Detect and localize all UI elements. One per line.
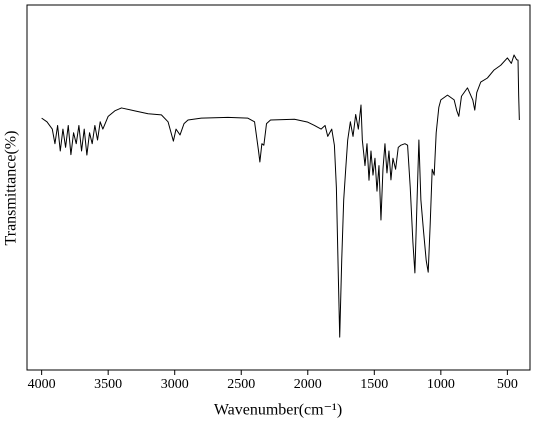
x-tick-label: 3500: [94, 377, 122, 392]
x-tick-label: 4000: [28, 377, 56, 392]
plot-frame: [26, 4, 531, 371]
x-tick-label: 2000: [294, 377, 322, 392]
x-axis-label: Wavenumber(cm⁻¹): [214, 402, 342, 419]
x-tick-label: 1000: [427, 377, 455, 392]
spectrum-line: [41, 54, 520, 338]
x-tick-label: 2500: [227, 377, 255, 392]
x-tick-label: 1500: [360, 377, 388, 392]
y-axis-label: Transmittance(%): [3, 131, 20, 246]
x-tick-label: 500: [497, 377, 518, 392]
x-tick-label: 3000: [161, 377, 189, 392]
